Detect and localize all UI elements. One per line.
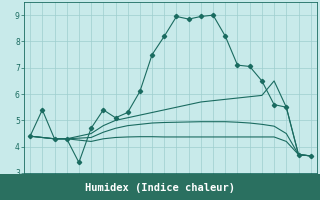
Text: Humidex (Indice chaleur): Humidex (Indice chaleur) <box>85 183 235 193</box>
